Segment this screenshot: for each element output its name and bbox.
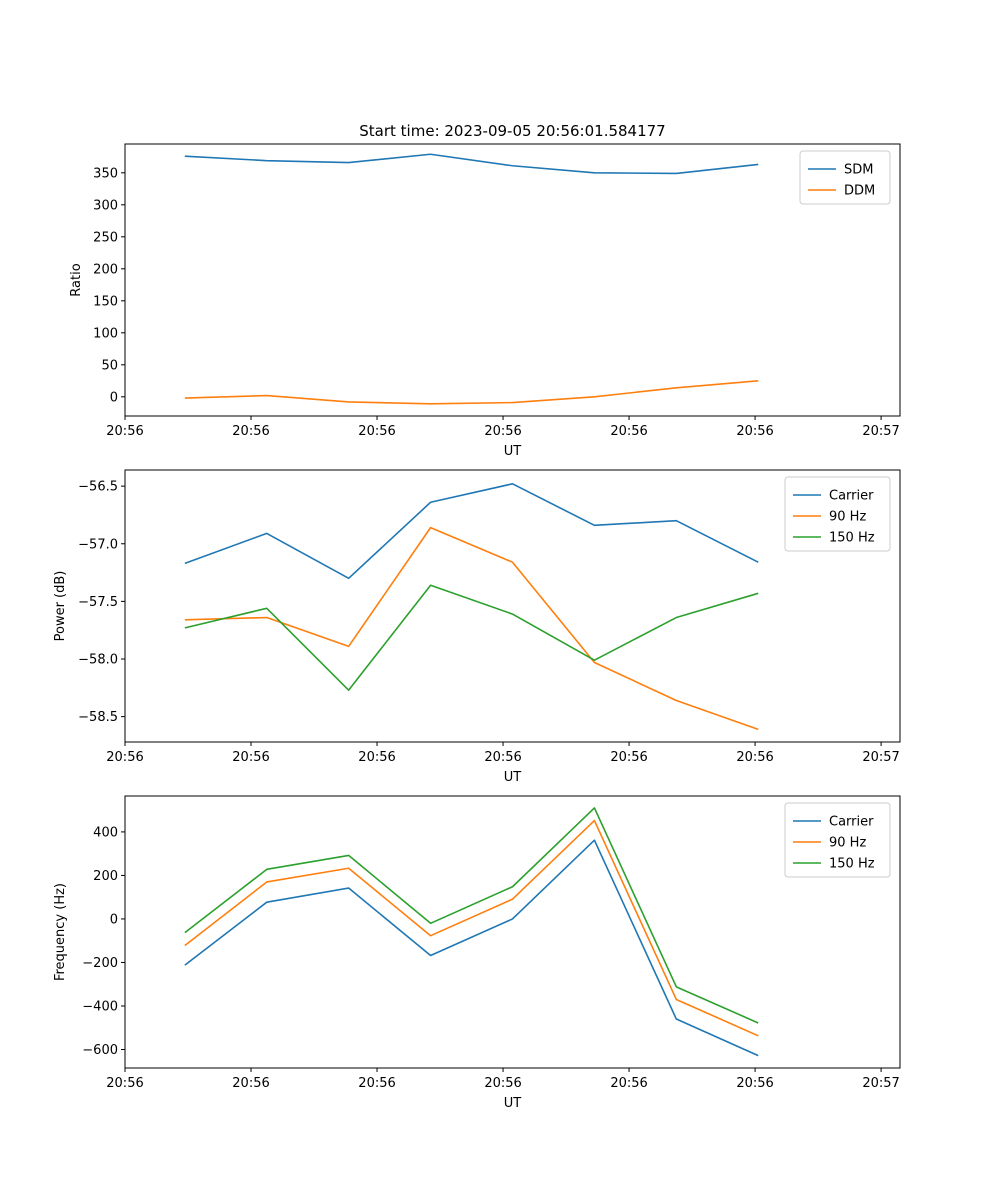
y-axis-label: Ratio [69, 263, 84, 296]
y-tick-label: 0 [110, 912, 118, 927]
y-tick-label: 250 [93, 230, 118, 245]
y-tick-label: 100 [93, 326, 118, 341]
plot-frame [124, 795, 901, 1069]
y-tick-label: 50 [101, 358, 118, 373]
x-tick-label: 20:56 [484, 1076, 521, 1091]
x-tick-label: 20:56 [106, 750, 143, 765]
legend-label: 150 Hz [829, 531, 875, 546]
legend-label: 90 Hz [829, 510, 866, 525]
x-tick-label: 20:57 [862, 424, 899, 439]
x-tick-label: 20:56 [484, 750, 521, 765]
y-tick-label: 150 [93, 294, 118, 309]
series-line-150-hz [184, 584, 759, 691]
y-tick-label: 350 [93, 166, 118, 181]
y-tick-label: −57.5 [78, 595, 118, 610]
x-tick-label: 20:56 [232, 1076, 269, 1091]
x-tick-label: 20:57 [862, 750, 899, 765]
x-tick-label: 20:56 [484, 424, 521, 439]
series-line-sdm [184, 153, 759, 175]
series-line-carrier [184, 839, 759, 1057]
y-tick-label: −200 [82, 956, 118, 971]
x-tick-label: 20:56 [736, 424, 773, 439]
x-tick-label: 20:56 [610, 1076, 647, 1091]
y-tick-label: 200 [93, 869, 118, 884]
legend-label: 150 Hz [829, 857, 875, 872]
legend-label: Carrier [829, 489, 874, 504]
x-axis-label: UT [504, 444, 522, 459]
legend-label: DDM [844, 184, 875, 199]
legend-label: 90 Hz [829, 836, 866, 851]
x-axis-label: UT [504, 770, 522, 785]
y-tick-label: −600 [82, 1043, 118, 1058]
power-panel: 20:56 20:56 20:56 20:56 20:56 20:56 20:57 −58.5… [53, 469, 901, 785]
y-tick-label: 400 [93, 825, 118, 840]
x-tick-label: 20:56 [610, 424, 647, 439]
y-tick-label: −58.0 [78, 653, 118, 668]
x-tick-label: 20:56 [736, 1076, 773, 1091]
y-tick-label: −57.0 [78, 537, 118, 552]
series-line-150-hz [184, 807, 759, 1024]
legend-label: Carrier [829, 815, 874, 830]
chart-title: Start time: 2023-09-05 20:56:01.584177 [359, 122, 665, 140]
x-tick-label: 20:56 [610, 750, 647, 765]
x-tick-label: 20:57 [862, 1076, 899, 1091]
x-tick-label: 20:56 [358, 1076, 395, 1091]
legend-label: SDM [844, 163, 873, 178]
x-tick-label: 20:56 [358, 424, 395, 439]
y-axis-label: Power (dB) [53, 571, 68, 642]
ratio-panel: 20:56 20:56 20:56 20:56 20:56 20:56 20:57 0 50 10… [69, 143, 901, 459]
frequency-panel: 20:56 20:56 20:56 20:56 20:56 20:56 20:57 −600 −… [53, 795, 901, 1111]
y-tick-label: 0 [110, 390, 118, 405]
x-tick-label: 20:56 [106, 424, 143, 439]
x-tick-label: 20:56 [736, 750, 773, 765]
plot-frame [124, 469, 901, 743]
y-tick-label: 200 [93, 262, 118, 277]
x-tick-label: 20:56 [358, 750, 395, 765]
x-tick-label: 20:56 [232, 750, 269, 765]
series-line-carrier [184, 483, 759, 580]
plot-frame [124, 143, 901, 417]
x-axis-label: UT [504, 1096, 522, 1111]
x-tick-label: 20:56 [232, 424, 269, 439]
series-line-90-hz [184, 819, 759, 1037]
y-tick-label: −56.5 [78, 480, 118, 495]
y-tick-label: −58.5 [78, 710, 118, 725]
y-tick-label: −400 [82, 999, 118, 1014]
y-axis-label: Frequency (Hz) [53, 883, 68, 981]
series-line-ddm [184, 380, 759, 405]
y-tick-label: 300 [93, 198, 118, 213]
x-tick-label: 20:56 [106, 1076, 143, 1091]
